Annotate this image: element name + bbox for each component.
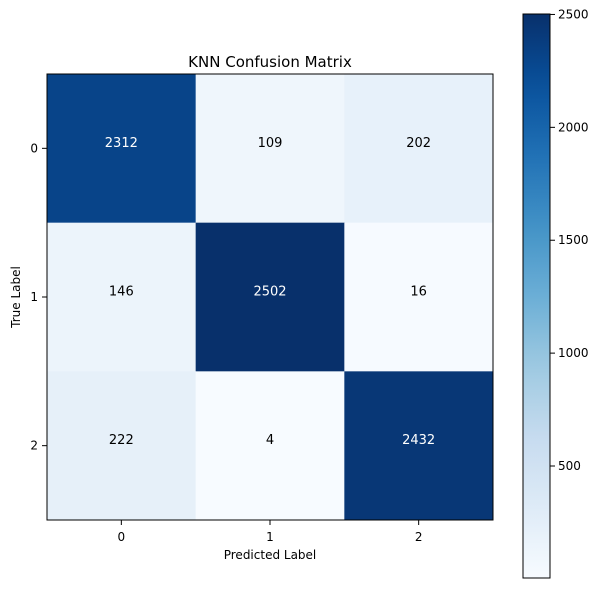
colorbar-tick-label: 1500 <box>558 233 589 247</box>
heatmap-cell <box>195 371 345 521</box>
x-tick-label: 2 <box>415 530 423 544</box>
colorbar <box>522 13 551 579</box>
cell-value-label: 222 <box>109 433 134 448</box>
cell-value-label: 16 <box>410 285 427 300</box>
heatmap-cell <box>47 371 197 521</box>
cell-value-label: 202 <box>406 136 431 151</box>
heatmap-cell <box>344 222 494 372</box>
y-tick-label: 2 <box>30 439 38 453</box>
x-axis-ticks: 0 1 2 <box>118 520 423 544</box>
cell-value-label: 146 <box>109 285 134 300</box>
heatmap-cell <box>47 222 197 372</box>
heatmap-cell <box>195 222 345 372</box>
heatmap-cell <box>195 74 345 224</box>
colorbar-tick-label: 1000 <box>558 346 589 360</box>
y-tick-label: 1 <box>30 290 38 304</box>
colorbar-tick-label: 2500 <box>558 7 589 21</box>
cell-value-label: 2432 <box>402 433 435 448</box>
colorbar-tick-label: 500 <box>558 459 581 473</box>
cell-value-label: 2312 <box>105 136 138 151</box>
cell-value-label: 4 <box>266 433 274 448</box>
x-tick-label: 1 <box>266 530 274 544</box>
cell-value-label: 2502 <box>253 285 286 300</box>
chart-title: KNN Confusion Matrix <box>188 53 352 71</box>
x-axis-label: Predicted Label <box>224 548 317 562</box>
y-tick-label: 0 <box>30 141 38 155</box>
cell-value-label: 109 <box>258 136 283 151</box>
heatmap-cells <box>47 74 494 521</box>
colorbar-tick-label: 2000 <box>558 120 589 134</box>
colorbar-ticks: 500 1000 1500 2000 2500 <box>550 7 589 473</box>
heatmap-cell <box>344 371 494 521</box>
heatmap-cell <box>47 74 197 224</box>
y-axis-label: True Label <box>9 266 23 329</box>
y-axis-ticks: 0 1 2 <box>30 141 47 453</box>
x-tick-label: 0 <box>118 530 126 544</box>
heatmap-cell <box>344 74 494 224</box>
heatmap-cell-labels: 2312 109 202 146 2502 16 222 4 2432 <box>105 136 435 448</box>
